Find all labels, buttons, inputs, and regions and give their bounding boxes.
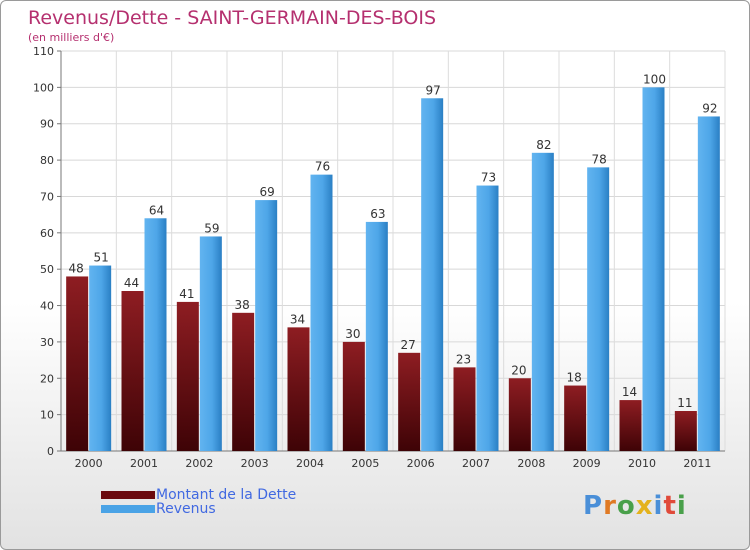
bar-dette-2009 <box>564 385 587 451</box>
y-tick-label: 10 <box>40 409 54 422</box>
x-tick-label: 2009 <box>573 457 601 470</box>
data-label-dette-2008: 20 <box>511 363 526 377</box>
x-tick-label: 2003 <box>241 457 269 470</box>
data-label-dette-2002: 41 <box>179 287 194 301</box>
bar-dette-2006 <box>398 352 421 451</box>
bar-revenus-2002 <box>199 236 222 451</box>
y-tick-label: 70 <box>40 190 54 203</box>
bar-revenus-2000 <box>89 265 112 451</box>
y-tick-label: 30 <box>40 336 54 349</box>
x-tick-label: 2004 <box>296 457 324 470</box>
data-label-revenus-2002: 59 <box>204 221 219 235</box>
bar-dette-2001 <box>121 291 144 451</box>
x-tick-label: 2006 <box>407 457 435 470</box>
bar-revenus-2005 <box>365 221 388 451</box>
chart-title: Revenus/Dette - SAINT-GERMAIN-DES-BOIS <box>28 7 437 29</box>
x-tick-label: 2002 <box>185 457 213 470</box>
data-label-revenus-2010: 100 <box>643 72 666 86</box>
proxiti-logo: Proxiti <box>583 491 687 521</box>
data-label-dette-2007: 23 <box>456 352 471 366</box>
data-label-dette-2005: 30 <box>345 327 360 341</box>
bar-revenus-2004 <box>310 174 333 452</box>
data-label-revenus-2009: 78 <box>592 152 607 166</box>
data-label-dette-2009: 18 <box>567 371 582 385</box>
y-tick-label: 40 <box>40 300 54 313</box>
x-tick-label: 2000 <box>75 457 103 470</box>
bar-dette-2010 <box>619 400 642 451</box>
data-label-dette-2010: 14 <box>622 385 637 399</box>
x-tick-label: 2005 <box>351 457 379 470</box>
legend-swatch-debt <box>101 491 155 499</box>
x-tick-label: 2008 <box>517 457 545 470</box>
bar-revenus-2006 <box>421 98 444 451</box>
data-label-dette-2011: 11 <box>677 396 692 410</box>
data-label-revenus-2003: 69 <box>260 185 275 199</box>
data-label-dette-2006: 27 <box>401 338 416 352</box>
bar-revenus-2008 <box>531 152 554 451</box>
y-tick-label: 80 <box>40 154 54 167</box>
bar-revenus-2001 <box>144 218 167 451</box>
data-label-dette-2001: 44 <box>124 276 139 290</box>
data-label-revenus-2008: 82 <box>536 138 551 152</box>
data-label-revenus-2005: 63 <box>370 207 385 221</box>
data-label-revenus-2004: 76 <box>315 160 330 174</box>
legend-swatch-revenus <box>101 505 155 513</box>
x-tick-label: 2011 <box>683 457 711 470</box>
data-label-dette-2003: 38 <box>235 298 250 312</box>
legend-label-revenus: Revenus <box>156 501 216 517</box>
chart-subtitle: (en milliers d'€) <box>28 31 115 44</box>
bar-revenus-2003 <box>255 200 278 451</box>
legend-label-debt: Montant de la Dette <box>156 487 297 503</box>
y-tick-label: 0 <box>47 445 54 458</box>
y-tick-label: 100 <box>33 81 54 94</box>
y-tick-label: 90 <box>40 118 54 131</box>
bar-revenus-2011 <box>697 116 720 452</box>
bar-revenus-2007 <box>476 185 499 451</box>
data-label-dette-2004: 34 <box>290 312 305 326</box>
y-tick-label: 20 <box>40 372 54 385</box>
data-label-revenus-2006: 97 <box>426 83 441 97</box>
data-label-dette-2000: 48 <box>69 261 84 275</box>
bar-dette-2003 <box>232 312 255 451</box>
x-tick-label: 2001 <box>130 457 158 470</box>
x-tick-label: 2010 <box>628 457 656 470</box>
x-tick-label: 2007 <box>462 457 490 470</box>
bar-revenus-2010 <box>642 87 665 451</box>
bar-dette-2002 <box>176 301 199 451</box>
y-tick-label: 60 <box>40 227 54 240</box>
data-label-revenus-2000: 51 <box>94 251 109 265</box>
data-label-revenus-2001: 64 <box>149 203 164 217</box>
bar-dette-2004 <box>287 327 310 451</box>
y-tick-label: 110 <box>33 45 54 58</box>
bar-dette-2011 <box>674 411 697 451</box>
bar-dette-2008 <box>508 378 531 451</box>
bar-dette-2007 <box>453 367 476 451</box>
bar-revenus-2009 <box>587 167 610 451</box>
data-label-revenus-2011: 92 <box>702 101 717 115</box>
bar-dette-2005 <box>342 341 365 451</box>
bar-dette-2000 <box>66 276 89 451</box>
y-tick-label: 50 <box>40 263 54 276</box>
data-label-revenus-2007: 73 <box>481 171 496 185</box>
